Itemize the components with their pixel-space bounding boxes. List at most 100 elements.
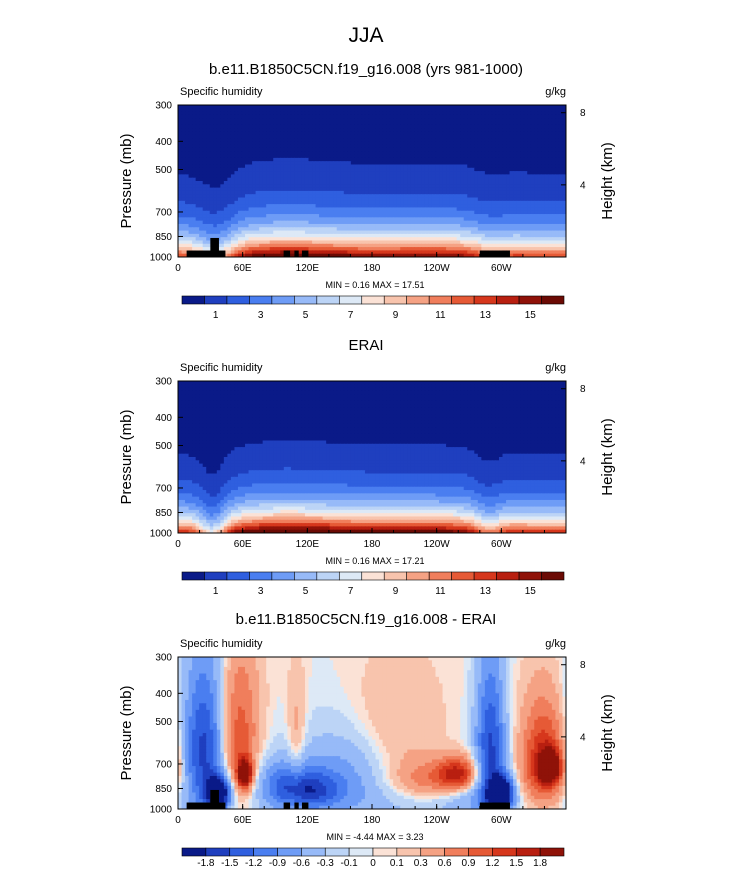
field-cell xyxy=(336,171,341,175)
field-cell xyxy=(312,157,317,162)
field-cell xyxy=(467,247,472,251)
field-cell xyxy=(350,207,355,212)
field-cell xyxy=(439,144,444,149)
field-cell xyxy=(241,233,246,238)
field-cell xyxy=(453,114,458,119)
field-cell xyxy=(290,144,295,149)
field-cell xyxy=(460,164,465,169)
field-cell xyxy=(188,204,193,209)
field-cell xyxy=(467,233,472,238)
field-cell xyxy=(389,200,394,205)
field-cell xyxy=(435,181,440,185)
field-cell xyxy=(470,105,475,109)
field-cell xyxy=(386,167,391,172)
field-cell xyxy=(488,154,493,159)
field-cell xyxy=(181,147,186,152)
field-cell xyxy=(537,161,542,166)
field-cell xyxy=(195,134,200,139)
field-cell xyxy=(403,157,408,162)
field-cell xyxy=(202,233,207,238)
field-cell xyxy=(453,177,458,182)
field-cell xyxy=(449,194,454,199)
field-cell xyxy=(230,220,236,225)
field-cell xyxy=(484,210,489,215)
field-cell xyxy=(333,177,338,182)
field-cell xyxy=(562,250,566,255)
field-cell xyxy=(220,184,225,189)
field-cell xyxy=(375,138,380,142)
field-cell xyxy=(470,138,475,142)
field-cell xyxy=(463,250,468,255)
field-cell xyxy=(442,134,447,139)
field-cell xyxy=(555,167,560,172)
field-cell xyxy=(283,144,288,149)
field-cell xyxy=(280,181,285,185)
field-cell xyxy=(407,151,412,156)
field-cell xyxy=(449,233,454,238)
field-cell xyxy=(410,184,415,189)
field-cell xyxy=(220,111,225,116)
field-cell xyxy=(562,237,566,242)
field-cell xyxy=(181,227,186,232)
field-cell xyxy=(456,194,461,199)
field-cell xyxy=(403,233,408,238)
field-cell xyxy=(558,124,564,129)
field-cell xyxy=(347,164,352,169)
field-cell xyxy=(297,200,303,205)
field-cell xyxy=(343,210,348,215)
field-cell xyxy=(421,118,426,123)
field-cell xyxy=(333,190,338,195)
field-cell xyxy=(414,243,419,248)
field-cell xyxy=(312,220,317,225)
field-cell xyxy=(389,233,394,238)
field-cell xyxy=(199,151,204,156)
field-cell xyxy=(301,164,306,169)
field-cell xyxy=(372,187,377,192)
field-cell xyxy=(431,207,437,212)
field-cell xyxy=(410,174,415,179)
field-cell xyxy=(555,220,560,225)
field-cell xyxy=(386,161,391,166)
field-cell xyxy=(308,187,313,192)
field-cell xyxy=(537,121,542,126)
field-cell xyxy=(287,207,292,212)
field-cell xyxy=(372,114,377,119)
field-cell xyxy=(484,181,489,185)
field-cell xyxy=(424,214,430,218)
field-cell xyxy=(382,207,387,212)
field-cell xyxy=(297,147,303,152)
field-cell xyxy=(474,217,479,222)
field-cell xyxy=(453,157,458,162)
field-cell xyxy=(484,164,489,169)
field-cell xyxy=(558,223,564,228)
field-cell xyxy=(206,171,211,175)
field-cell xyxy=(185,138,190,142)
field-cell xyxy=(537,138,542,142)
field-cell xyxy=(428,114,433,119)
field-cell xyxy=(319,141,324,146)
field-cell xyxy=(541,197,546,202)
field-cell xyxy=(421,147,426,152)
field-cell xyxy=(551,194,557,199)
field-cell xyxy=(283,171,288,175)
field-cell xyxy=(555,164,560,169)
field-cell xyxy=(262,138,267,142)
field-cell xyxy=(294,233,299,238)
field-cell xyxy=(396,194,401,199)
field-cell xyxy=(477,194,482,199)
field-cell xyxy=(467,111,472,116)
field-cell xyxy=(269,105,274,109)
field-cell xyxy=(241,204,246,209)
field-cell xyxy=(491,177,497,182)
field-cell xyxy=(403,214,408,218)
field-cell xyxy=(195,118,200,123)
field-cell xyxy=(199,164,204,169)
field-cell xyxy=(562,105,566,109)
field-cell xyxy=(551,167,557,172)
field-cell xyxy=(192,217,197,222)
field-cell xyxy=(283,151,288,156)
field-cell xyxy=(301,144,306,149)
field-cell xyxy=(460,250,465,255)
field-cell xyxy=(301,240,306,245)
field-cell xyxy=(495,177,500,182)
